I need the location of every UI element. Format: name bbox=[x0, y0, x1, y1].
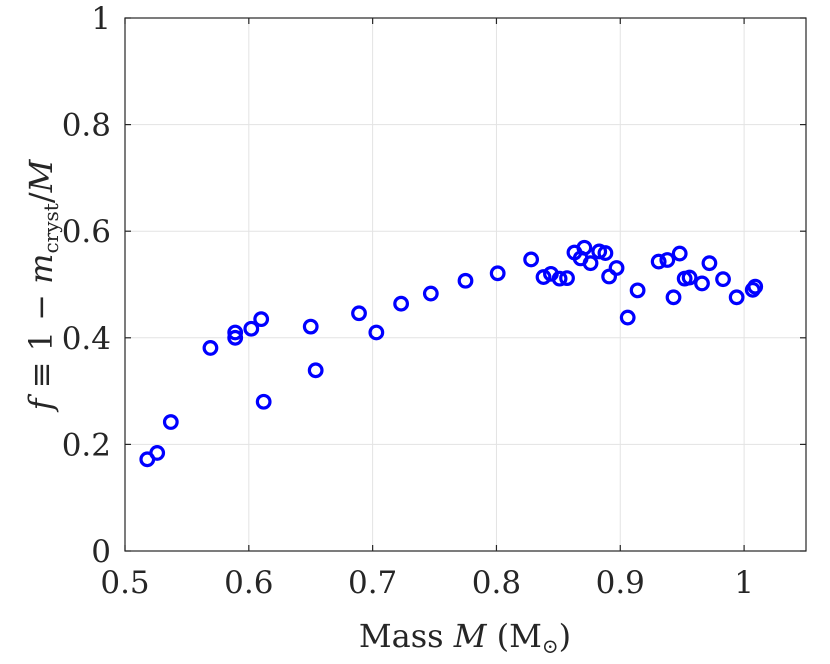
x-tick-label: 0.7 bbox=[348, 565, 397, 601]
data-point bbox=[307, 362, 324, 379]
data-point bbox=[747, 278, 764, 295]
data-point bbox=[597, 245, 614, 261]
y-tick-label: 0 bbox=[91, 534, 111, 570]
y-tick-label: 0.2 bbox=[62, 427, 111, 463]
grid bbox=[124, 17, 806, 552]
data-point bbox=[162, 414, 179, 430]
data-point bbox=[255, 393, 272, 410]
y-axis-label: f ≡ 1 − mcryst/M bbox=[22, 158, 63, 412]
data-point bbox=[715, 271, 731, 288]
x-tick-label: 0.5 bbox=[100, 565, 149, 601]
data-point bbox=[302, 318, 319, 335]
data-point bbox=[582, 255, 599, 272]
data-point bbox=[202, 340, 219, 356]
data-point bbox=[368, 324, 385, 341]
data-point bbox=[253, 311, 270, 328]
plot-area-border bbox=[124, 17, 807, 552]
y-tick-label: 0.6 bbox=[62, 214, 111, 250]
x-tick-label: 0.6 bbox=[224, 565, 273, 601]
data-point bbox=[351, 305, 367, 322]
data-point bbox=[629, 282, 646, 299]
data-markers bbox=[139, 239, 764, 468]
x-tick-label: 1 bbox=[734, 565, 754, 601]
y-tick-label: 1 bbox=[91, 1, 111, 37]
data-point bbox=[227, 324, 244, 341]
data-point bbox=[149, 445, 166, 461]
data-point bbox=[665, 289, 682, 306]
y-tick-label: 0.8 bbox=[62, 108, 111, 144]
data-point bbox=[659, 252, 676, 268]
data-point bbox=[681, 269, 698, 286]
data-point bbox=[243, 320, 260, 337]
data-point bbox=[694, 275, 710, 292]
data-point bbox=[728, 289, 745, 306]
data-point bbox=[393, 295, 410, 312]
data-point bbox=[535, 269, 552, 285]
x-tick-label: 0.8 bbox=[472, 565, 521, 601]
data-point bbox=[650, 253, 667, 270]
data-point bbox=[523, 251, 540, 268]
axis-ticks: 0.5 0.6 0.7 0.8 0.9 1 0 0.2 0.4 0.6 0.8 1 bbox=[62, 1, 806, 601]
data-point bbox=[489, 265, 506, 282]
data-point bbox=[551, 270, 568, 287]
data-point bbox=[227, 329, 244, 346]
data-point bbox=[559, 270, 575, 287]
data-point bbox=[671, 245, 688, 262]
x-axis-label: Mass M (M⊙) bbox=[359, 617, 571, 658]
data-point bbox=[619, 309, 636, 326]
data-point bbox=[457, 272, 474, 289]
y-tick-label: 0.4 bbox=[62, 321, 111, 357]
data-point bbox=[576, 239, 593, 256]
x-tick-label: 0.9 bbox=[596, 565, 645, 601]
data-point bbox=[701, 255, 718, 272]
data-point bbox=[422, 285, 439, 302]
data-point bbox=[608, 260, 625, 276]
